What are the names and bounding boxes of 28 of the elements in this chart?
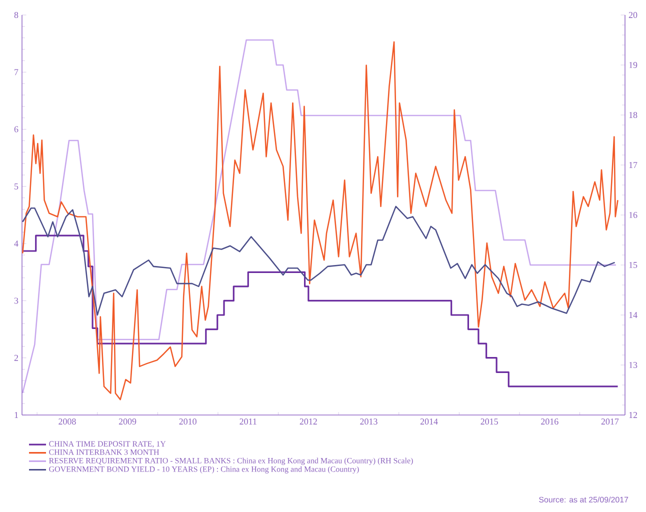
x-tick-label: 2011 — [240, 418, 256, 425]
y-tick-label: 8 — [14, 12, 18, 18]
y-tick-label: 6 — [14, 126, 18, 132]
y2-tick-label: 18 — [629, 112, 638, 118]
y-tick-label: 4 — [14, 240, 18, 247]
y2-tick-label: 13 — [629, 362, 638, 368]
x-tick-label: 2008 — [58, 418, 76, 425]
x-tick-label: 2012 — [300, 418, 317, 425]
y-tick-label: 2 — [14, 354, 18, 361]
y-tick-label: 5 — [14, 183, 18, 190]
y2-tick-label: 16 — [629, 212, 638, 218]
x-tick-label: 2013 — [360, 418, 378, 425]
y-tick-label: 7 — [14, 69, 18, 76]
y-tick-label: 1 — [14, 412, 18, 418]
x-tick-label: 2017 — [601, 418, 619, 425]
y2-tick-label: 17 — [629, 162, 638, 168]
x-tick-label: 2015 — [480, 418, 498, 425]
y2-tick-label: 20 — [628, 12, 638, 18]
x-tick-label: 2016 — [541, 418, 558, 425]
y2-tick-label: 15 — [629, 262, 638, 268]
x-tick-label: 2009 — [118, 418, 136, 425]
line-series — [22, 206, 616, 316]
y2-tick-label: 14 — [629, 312, 638, 318]
y2-tick-label: 12 — [629, 412, 637, 418]
x-tick-label: 2010 — [179, 418, 196, 425]
y-tick-label: 3 — [14, 298, 18, 304]
x-tick-label: 2014 — [420, 418, 438, 425]
y2-tick-label: 19 — [629, 62, 638, 68]
